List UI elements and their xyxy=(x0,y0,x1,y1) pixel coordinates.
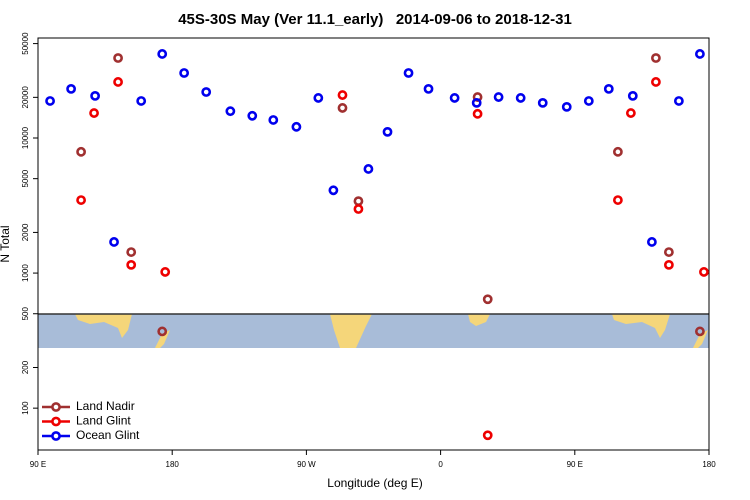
ocean-band xyxy=(38,314,709,348)
land-shape xyxy=(155,330,170,348)
x-tick-label: 0 xyxy=(438,460,443,469)
point xyxy=(482,294,493,305)
point xyxy=(89,108,99,118)
point xyxy=(337,103,348,113)
point xyxy=(663,259,674,270)
legend-marker xyxy=(51,416,61,427)
point xyxy=(45,96,55,106)
point xyxy=(201,87,212,97)
point xyxy=(76,195,86,205)
point xyxy=(493,92,504,102)
point xyxy=(583,96,594,106)
point xyxy=(157,49,168,59)
point xyxy=(472,108,483,119)
point xyxy=(403,68,414,78)
point xyxy=(627,90,638,101)
point xyxy=(157,326,168,337)
point xyxy=(268,115,279,125)
land-shape xyxy=(330,314,372,348)
point xyxy=(90,90,101,101)
legend-label: Land Glint xyxy=(76,414,131,428)
point xyxy=(663,247,674,257)
x-tick-label: 90 E xyxy=(567,460,583,469)
point xyxy=(363,164,374,174)
point xyxy=(651,77,661,87)
point xyxy=(247,110,258,121)
y-tick-label: 1000 xyxy=(21,264,30,282)
point xyxy=(471,97,482,108)
point xyxy=(673,96,684,106)
point xyxy=(113,77,123,87)
point xyxy=(179,68,190,78)
x-tick-label: 180 xyxy=(166,460,180,469)
y-tick-label: 10000 xyxy=(21,126,30,149)
x-tick-label: 90 E xyxy=(30,460,46,469)
plot-frame xyxy=(37,37,710,451)
y-tick-label: 50000 xyxy=(21,32,30,55)
point xyxy=(225,106,236,117)
point xyxy=(449,93,460,103)
point xyxy=(126,259,137,270)
point xyxy=(76,146,86,157)
point xyxy=(612,146,623,157)
map-band xyxy=(38,313,709,348)
x-axis-label: Longitude (deg E) xyxy=(327,476,422,490)
y-tick-label: 2000 xyxy=(21,223,30,241)
series xyxy=(45,49,705,247)
y-tick-label: 100 xyxy=(21,401,30,415)
y-tick-label: 20000 xyxy=(21,86,30,109)
y-tick-label: 5000 xyxy=(21,169,30,187)
point xyxy=(537,97,548,108)
point xyxy=(66,83,77,94)
point xyxy=(603,83,614,94)
point xyxy=(651,53,661,63)
point xyxy=(695,49,705,59)
point xyxy=(646,237,657,247)
legend-marker xyxy=(51,402,61,412)
point xyxy=(612,195,623,205)
series xyxy=(76,53,705,337)
point xyxy=(699,267,709,277)
x-tick-label: 180 xyxy=(702,460,716,469)
land-shape xyxy=(612,314,670,338)
legend-label: Ocean Glint xyxy=(76,428,140,442)
point xyxy=(126,247,137,257)
y-tick-label: 500 xyxy=(21,307,30,321)
chart-title: 45S-30S May (Ver 11.1_early) 2014-09-06 … xyxy=(178,11,572,28)
point xyxy=(337,90,348,100)
point xyxy=(328,185,339,196)
legend-marker xyxy=(51,431,61,441)
point xyxy=(625,108,636,118)
point xyxy=(561,101,572,112)
point xyxy=(136,96,147,106)
y-axis-label: N Total xyxy=(0,225,12,262)
point xyxy=(353,204,364,214)
point xyxy=(515,93,526,103)
legend-label: Land Nadir xyxy=(76,399,135,413)
point xyxy=(695,326,705,337)
point xyxy=(353,196,364,207)
point xyxy=(291,121,302,132)
point xyxy=(382,126,393,137)
point xyxy=(160,267,171,277)
point xyxy=(113,53,123,63)
land-shape xyxy=(693,330,708,348)
y-tick-label: 200 xyxy=(21,360,30,374)
land-shape xyxy=(468,314,490,326)
point xyxy=(313,93,324,103)
point xyxy=(482,430,493,441)
point xyxy=(109,237,119,247)
point xyxy=(423,83,434,94)
series xyxy=(76,77,709,441)
x-tick-label: 90 W xyxy=(297,460,316,469)
land-shape xyxy=(75,314,132,338)
